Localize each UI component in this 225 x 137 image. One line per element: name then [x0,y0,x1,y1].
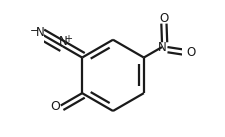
Text: +: + [63,34,71,44]
Text: O: O [185,46,194,59]
Text: −: − [29,26,38,36]
Text: O: O [50,100,60,113]
Text: N: N [59,35,68,48]
Text: N: N [157,41,166,54]
Text: N: N [36,26,44,39]
Text: O: O [159,12,168,25]
